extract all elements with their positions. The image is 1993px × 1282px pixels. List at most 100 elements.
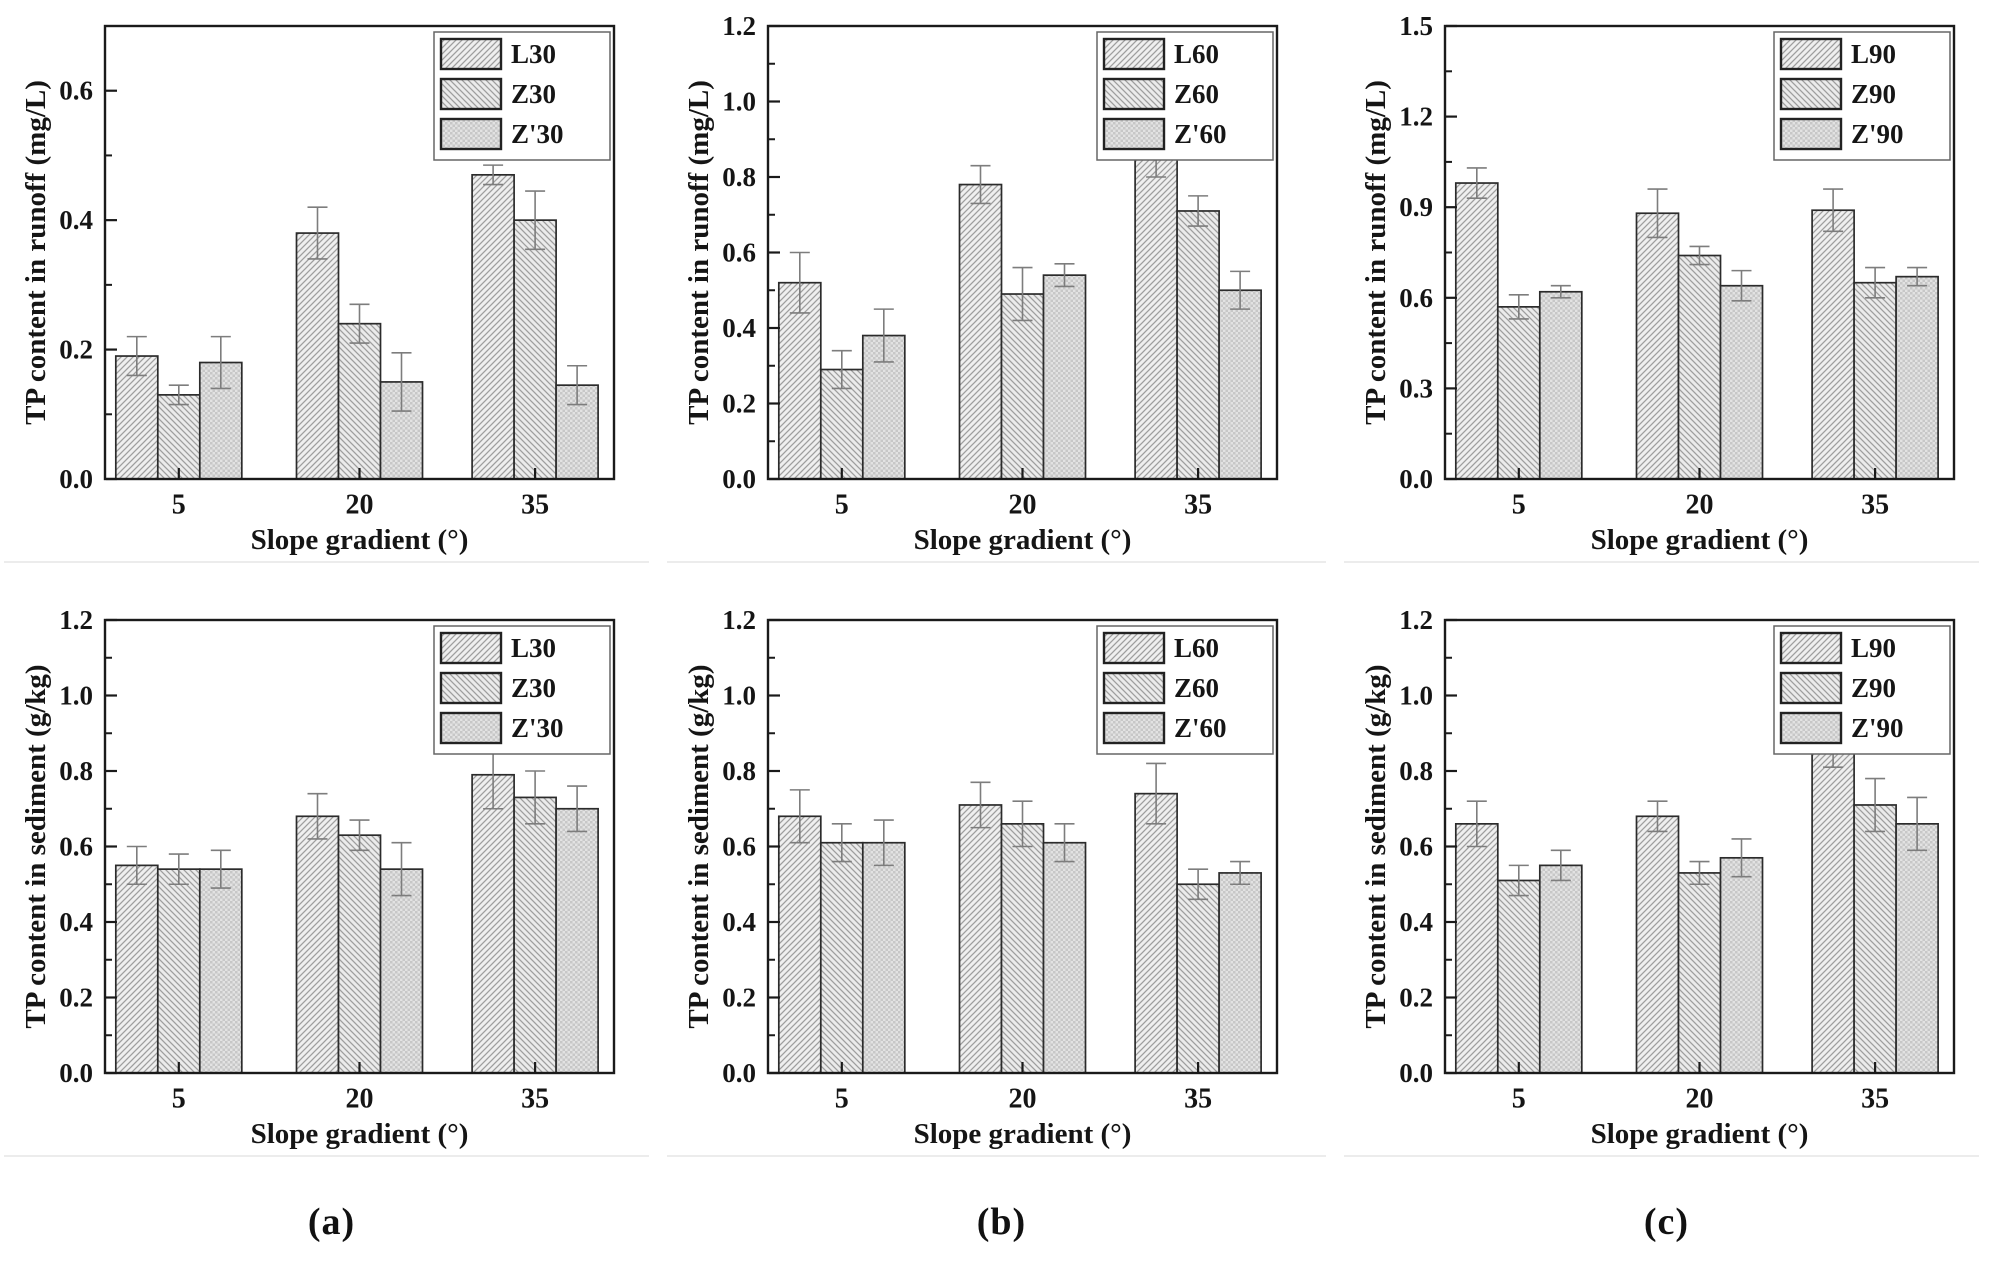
subfigure-label-a: (a) — [307, 1201, 356, 1243]
bar-Z'90-5 — [1538, 290, 1583, 480]
bar-Z'60-35 — [1218, 872, 1262, 1074]
bars-group — [114, 173, 599, 480]
subfigure-label-c: (c) — [1643, 1201, 1690, 1243]
y-tick-label: 0.0 — [722, 1058, 756, 1088]
y-axis-label: TP content in runoff (mg/L) — [1360, 80, 1392, 425]
y-tick-label: 0.0 — [59, 1058, 93, 1088]
separator-line — [1344, 1155, 1979, 1157]
bars-group — [1454, 751, 1939, 1074]
legend-label: Z'30 — [511, 713, 564, 743]
legend-swatch-Z'60 — [1102, 117, 1166, 151]
x-axis-label: Slope gradient (°) — [914, 524, 1132, 556]
error-bar — [168, 384, 189, 406]
chart-cell-sediment-c: 0.0 0.2 0.4 0.6 0.8 1.0 1.2 5 20 35 Slope gradient… — [1340, 568, 1993, 1157]
error-bar — [1188, 195, 1209, 227]
error-bar — [1508, 864, 1529, 897]
legend-swatch-Z30 — [439, 77, 503, 111]
bar-L90-35 — [1811, 751, 1855, 1074]
y-tick-label: 1.0 — [722, 681, 756, 711]
bar-Z30-20 — [337, 834, 382, 1074]
x-tick-label: 5 — [1512, 490, 1526, 521]
legend-label: L30 — [511, 633, 556, 663]
legend-swatch-L60 — [1102, 37, 1166, 71]
legend-label: L30 — [511, 39, 556, 69]
y-axis-label: TP content in sediment (g/kg) — [683, 664, 715, 1028]
bar-L30-20 — [295, 232, 340, 480]
separator-line — [667, 561, 1326, 563]
bar-Z'90-5 — [1538, 864, 1583, 1074]
y-tick-label: 0.6 — [1399, 832, 1433, 862]
y-tick-label: 0.4 — [59, 205, 93, 235]
y-tick-label: 1.2 — [1399, 606, 1433, 635]
bar-Z'30-5 — [198, 868, 243, 1074]
bars-group — [777, 792, 1262, 1074]
error-bar — [1647, 188, 1668, 239]
x-tick-label: 35 — [1184, 1084, 1212, 1115]
legend: L90 Z90 Z'90 — [1773, 625, 1951, 755]
bar-L90-5 — [1454, 182, 1499, 480]
legend-swatch-Z'90 — [1779, 117, 1843, 151]
x-tick-label: 20 — [346, 1084, 374, 1115]
bar-Z90-20 — [1677, 872, 1722, 1074]
axes-group: 0.0 0.2 0.4 0.6 0.8 1.0 1.2 5 20 35 Slope gradient… — [1360, 606, 1956, 1150]
bar-L60-5 — [777, 815, 822, 1074]
error-bar — [567, 364, 588, 406]
legend-label: L90 — [1851, 633, 1896, 663]
x-axis-label: Slope gradient (°) — [251, 1118, 469, 1150]
bar-chart-sediment-c: 0.0 0.2 0.4 0.6 0.8 1.0 1.2 5 20 35 Slope gradient… — [1360, 606, 1956, 1150]
axes-group: 0.0 0.2 0.4 0.6 0.8 1.0 1.2 5 20 35 Slope gradient… — [683, 12, 1279, 556]
bar-Z'30-35 — [555, 807, 599, 1074]
y-tick-label: 1.2 — [59, 606, 93, 635]
error-bar — [1012, 266, 1033, 322]
bar-L30-5 — [114, 355, 159, 480]
legend: L90 Z90 Z'90 — [1773, 31, 1951, 161]
bar-Z'90-20 — [1719, 284, 1764, 480]
legend-swatch-Z'30 — [439, 117, 503, 151]
y-tick-label: 0.8 — [722, 162, 756, 192]
legend-swatch-Z90 — [1779, 671, 1843, 705]
bar-Z90-5 — [1496, 879, 1541, 1074]
x-tick-label: 35 — [521, 490, 549, 521]
error-bar — [1508, 293, 1529, 320]
y-axis-label: TP content in runoff (mg/L) — [683, 80, 715, 425]
y-tick-label: 0.6 — [1399, 283, 1433, 313]
y-tick-label: 0.8 — [722, 756, 756, 786]
legend: L30 Z30 Z'30 — [433, 31, 611, 161]
y-tick-label: 0.4 — [722, 313, 756, 343]
error-bar — [391, 352, 412, 412]
bar-chart-sediment-a: 0.0 0.2 0.4 0.6 0.8 1.0 1.2 5 20 35 Slope gradient… — [20, 606, 616, 1150]
bars-group — [114, 773, 599, 1074]
error-bar — [307, 206, 328, 260]
legend-label: Z30 — [511, 79, 556, 109]
bar-L90-20 — [1635, 212, 1680, 480]
error-bar — [831, 349, 852, 390]
y-axis-label: TP content in sediment (g/kg) — [20, 664, 52, 1028]
y-tick-label: 1.0 — [59, 681, 93, 711]
error-bar — [210, 849, 231, 889]
x-tick-label: 20 — [1009, 490, 1037, 521]
error-bar — [126, 335, 147, 377]
bars-group — [777, 153, 1262, 480]
bar-Z60-20 — [1000, 293, 1045, 480]
x-tick-label: 5 — [172, 490, 186, 521]
y-tick-label: 0.2 — [722, 389, 756, 419]
error-bars-group — [126, 164, 588, 412]
bars-group — [1454, 182, 1939, 480]
error-bar — [1550, 284, 1571, 299]
y-tick-label: 0.4 — [1399, 907, 1433, 937]
bar-chart-runoff-b: 0.0 0.2 0.4 0.6 0.8 1.0 1.2 5 20 35 Slope gradient… — [683, 12, 1279, 556]
x-tick-label: 20 — [1009, 1084, 1037, 1115]
error-bar — [1230, 270, 1251, 310]
y-tick-label: 1.0 — [722, 87, 756, 117]
y-tick-label: 1.0 — [1399, 681, 1433, 711]
error-bar — [1689, 860, 1710, 886]
bar-Z60-35 — [1176, 210, 1220, 480]
y-tick-label: 0.0 — [1399, 1058, 1433, 1088]
error-bars-group — [789, 762, 1251, 901]
bar-Z30-20 — [337, 322, 382, 480]
legend: L60 Z60 Z'60 — [1096, 31, 1274, 161]
legend-label: Z30 — [511, 673, 556, 703]
bar-Z90-35 — [1853, 281, 1897, 480]
bar-L60-20 — [958, 183, 1003, 480]
y-tick-label: 0.0 — [1399, 464, 1433, 494]
